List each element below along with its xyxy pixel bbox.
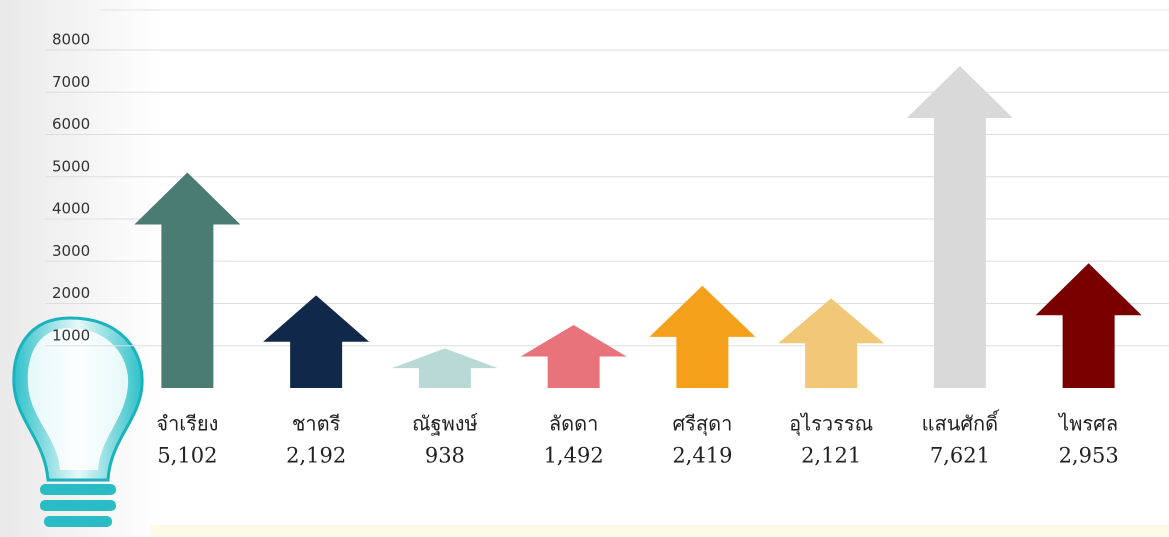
y-tick-label: 6000 [52, 115, 90, 133]
category-label: ชาตรี [292, 412, 341, 436]
y-tick-label: 3000 [52, 242, 90, 260]
chart: 1000 2000 3000 4000 5000 6000 7000 8000 จำเรียง 5… [0, 0, 1169, 537]
category-label: ลัดดา [549, 412, 598, 436]
value-label: 938 [425, 444, 465, 468]
category-label: ไพรศล [1057, 412, 1118, 436]
category-label: อุไรวรรณ [789, 412, 873, 437]
y-tick-label: 7000 [52, 73, 90, 91]
y-tick-label: 2000 [52, 284, 90, 302]
category-label: ศรีสุดา [672, 412, 732, 437]
value-label: 2,419 [672, 444, 732, 468]
category-label: แสนศักดิ์ [922, 409, 1001, 436]
y-tick-label: 8000 [52, 31, 90, 49]
y-tick-label: 4000 [52, 200, 90, 218]
value-label: 2,192 [286, 444, 346, 468]
footer-band [150, 525, 1169, 537]
value-label: 2,953 [1059, 444, 1119, 468]
value-label: 2,121 [801, 444, 861, 468]
y-tick-label: 1000 [52, 326, 90, 344]
category-label: ณัฐพงษ์ [412, 412, 478, 436]
value-label: 1,492 [544, 444, 604, 468]
y-tick-label: 5000 [52, 157, 90, 175]
value-label: 7,621 [930, 444, 990, 468]
value-label: 5,102 [157, 444, 217, 468]
category-label: จำเรียง [156, 412, 218, 436]
